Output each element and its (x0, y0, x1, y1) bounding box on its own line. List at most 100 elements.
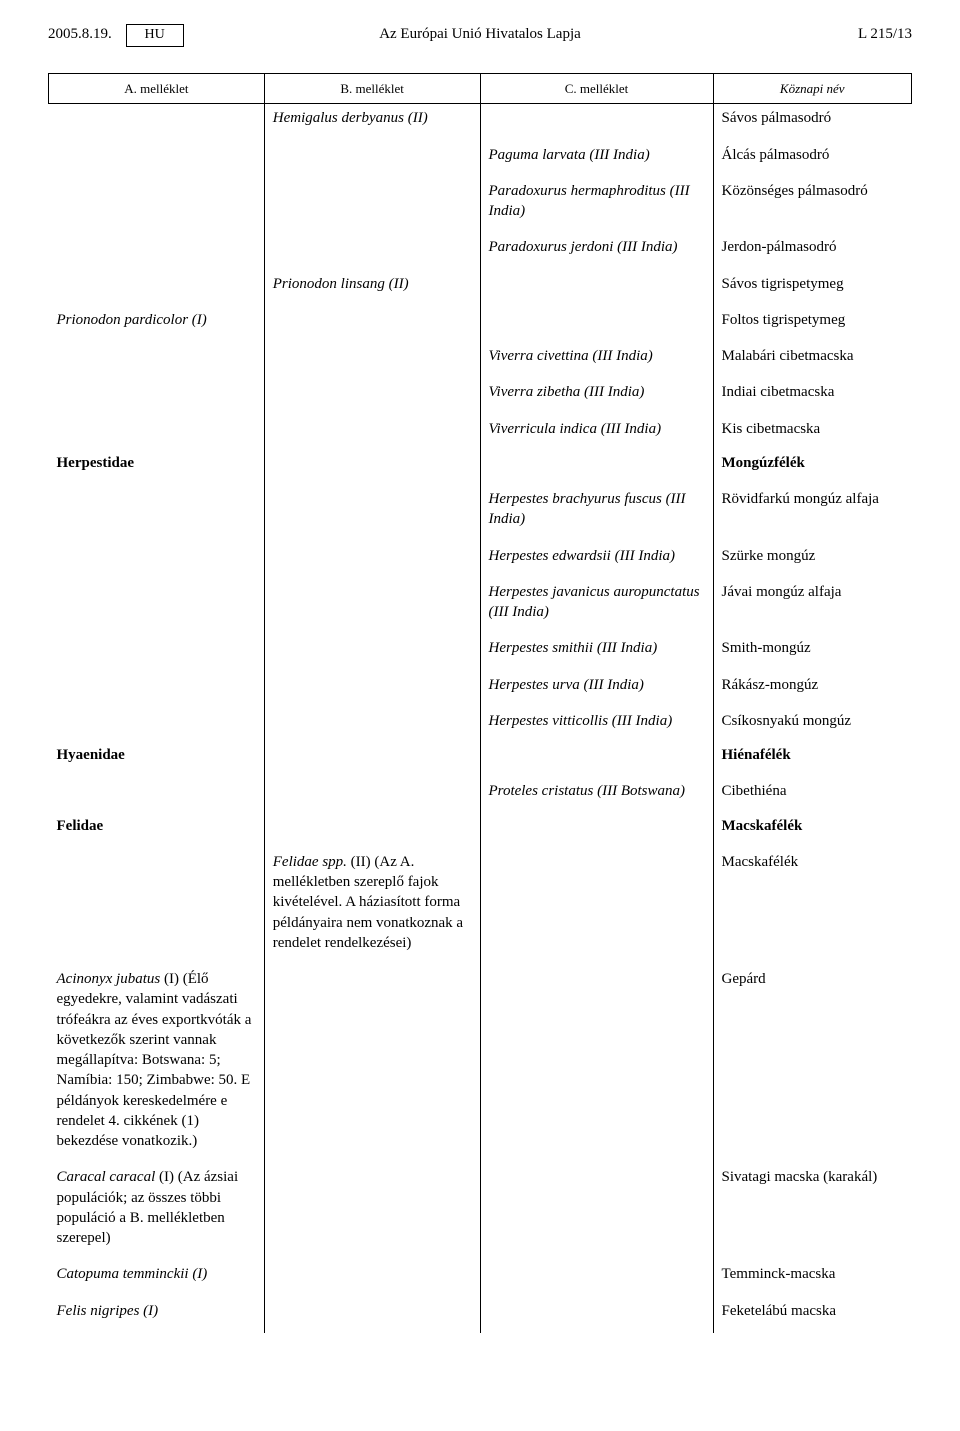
cell-d: Rövidfarkú mongúz alfaja (713, 485, 912, 542)
cell-a: Catopuma temminckii (I) (49, 1260, 265, 1296)
table-row: Viverra zibetha (III India) Indiai cibetm… (49, 378, 912, 414)
col-c-header: C. melléklet (480, 73, 713, 104)
cell-text: Foltos tigrispetymeg (722, 312, 846, 328)
cell-b (264, 542, 480, 578)
cell-a (49, 848, 265, 965)
table-row: Herpestes smithii (III India) Smith-mongú… (49, 634, 912, 670)
cell-text: Paguma larvata (III India) (489, 147, 650, 163)
cell-d: Sivatagi macska (karakál) (713, 1163, 912, 1260)
cell-b (264, 306, 480, 342)
cell-d: Rákász-mongúz (713, 671, 912, 707)
cell-c (480, 306, 713, 342)
cell-b (264, 743, 480, 777)
cell-text: Hyaenidae (57, 747, 125, 763)
cell-text: Felidae (57, 818, 104, 834)
table-row: Hyaenidae Hiénafélék (49, 743, 912, 777)
table-body: Hemigalus derbyanus (II) Sávos pálmasodró… (49, 104, 912, 1333)
cell-a (49, 141, 265, 177)
cell-c: Herpestes smithii (III India) (480, 634, 713, 670)
species-table: A. melléklet B. melléklet C. melléklet K… (48, 73, 912, 1333)
cell-b (264, 1297, 480, 1333)
cell-text: Hemigalus derbyanus (II) (273, 110, 428, 126)
cell-c (480, 270, 713, 306)
cell-d: Macskafélék (713, 814, 912, 848)
cell-d: Sávos tigrispetymeg (713, 270, 912, 306)
table-row: Proteles cristatus (III Botswana)Cibethi… (49, 777, 912, 813)
cell-text: Herpestes edwardsii (III India) (489, 548, 676, 564)
cell-d: Közönséges pálmasodró (713, 177, 912, 234)
cell-c (480, 1260, 713, 1296)
cell-d: Csíkosnyakú mongúz (713, 707, 912, 743)
cell-text: Viverricula indica (III India) (489, 421, 662, 437)
cell-d: Feketelábú macska (713, 1297, 912, 1333)
cell-d: Kis cibetmacska (713, 415, 912, 451)
cell-d: Macskafélék (713, 848, 912, 965)
cell-text: Csíkosnyakú mongúz (722, 713, 852, 729)
cell-text: Rövidfarkú mongúz alfaja (722, 491, 879, 507)
cell-c: Viverra zibetha (III India) (480, 378, 713, 414)
cell-text: Temminck-macska (722, 1266, 836, 1282)
page-header: 2005.8.19. HU Az Európai Unió Hivatalos … (48, 24, 912, 47)
cell-b (264, 415, 480, 451)
cell-text: Catopuma temminckii (I) (57, 1266, 208, 1282)
table-header-row: A. melléklet B. melléklet C. melléklet K… (49, 73, 912, 104)
cell-a (49, 578, 265, 635)
cell-text: Herpestidae (57, 455, 134, 471)
cell-c (480, 451, 713, 485)
cell-d: Foltos tigrispetymeg (713, 306, 912, 342)
cell-d: Indiai cibetmacska (713, 378, 912, 414)
cell-c (480, 814, 713, 848)
table-row: Prionodon pardicolor (I) Foltos tigrispet… (49, 306, 912, 342)
table-row: Catopuma temminckii (I) Temminck-macska (49, 1260, 912, 1296)
cell-c: Paradoxurus jerdoni (III India) (480, 233, 713, 269)
page-reference: L 215/13 (752, 24, 912, 44)
cell-b (264, 378, 480, 414)
cell-a: Felidae (49, 814, 265, 848)
journal-title: Az Európai Unió Hivatalos Lapja (208, 24, 752, 44)
table-row: Paradoxurus jerdoni (III India)Jerdon-pá… (49, 233, 912, 269)
cell-text: Prionodon pardicolor (I) (57, 312, 207, 328)
cell-text: Rákász-mongúz (722, 677, 819, 693)
cell-a (49, 270, 265, 306)
cell-b (264, 1260, 480, 1296)
cell-d: Gepárd (713, 965, 912, 1163)
cell-b (264, 233, 480, 269)
cell-text: Gepárd (722, 971, 766, 987)
cell-text: Jávai mongúz alfaja (722, 584, 842, 600)
cell-a: Herpestidae (49, 451, 265, 485)
cell-text: Smith-mongúz (722, 640, 811, 656)
cell-a: Acinonyx jubatus (I) (Élő egyedekre, val… (49, 965, 265, 1163)
cell-text: Feketelábú macska (722, 1303, 837, 1319)
cell-b (264, 634, 480, 670)
cell-text: Hiénafélék (722, 747, 791, 763)
cell-b (264, 1163, 480, 1260)
cell-text: Sávos tigrispetymeg (722, 276, 844, 292)
cell-d: Jerdon-pálmasodró (713, 233, 912, 269)
cell-a (49, 485, 265, 542)
cell-text: Sávos pálmasodró (722, 110, 832, 126)
cell-c: Herpestes javanicus auropunctatus (III I… (480, 578, 713, 635)
cell-b (264, 965, 480, 1163)
cell-d: Jávai mongúz alfaja (713, 578, 912, 635)
cell-b: Felidae spp. (II) (Az A. mellékletben sz… (264, 848, 480, 965)
table-row: Hemigalus derbyanus (II) Sávos pálmasodró (49, 104, 912, 141)
cell-d: Cibethiéna (713, 777, 912, 813)
cell-text: Herpestes vitticollis (III India) (489, 713, 673, 729)
cell-c (480, 743, 713, 777)
cell-b: Prionodon linsang (II) (264, 270, 480, 306)
cell-b (264, 451, 480, 485)
table-row: Felidae Macskafélék (49, 814, 912, 848)
cell-d: Mongúzfélék (713, 451, 912, 485)
col-d-header: Köznapi név (713, 73, 912, 104)
cell-c: Herpestes urva (III India) (480, 671, 713, 707)
table-row: Prionodon linsang (II) Sávos tigrispetyme… (49, 270, 912, 306)
cell-a (49, 233, 265, 269)
cell-b (264, 578, 480, 635)
cell-a (49, 671, 265, 707)
cell-b (264, 485, 480, 542)
cell-c (480, 848, 713, 965)
cell-text: Paradoxurus hermaphroditus (III India) (489, 183, 690, 219)
cell-text: Mongúzfélék (722, 455, 805, 471)
cell-text: Viverra zibetha (III India) (489, 384, 645, 400)
cell-text: Herpestes javanicus auropunctatus (III I… (489, 584, 700, 620)
